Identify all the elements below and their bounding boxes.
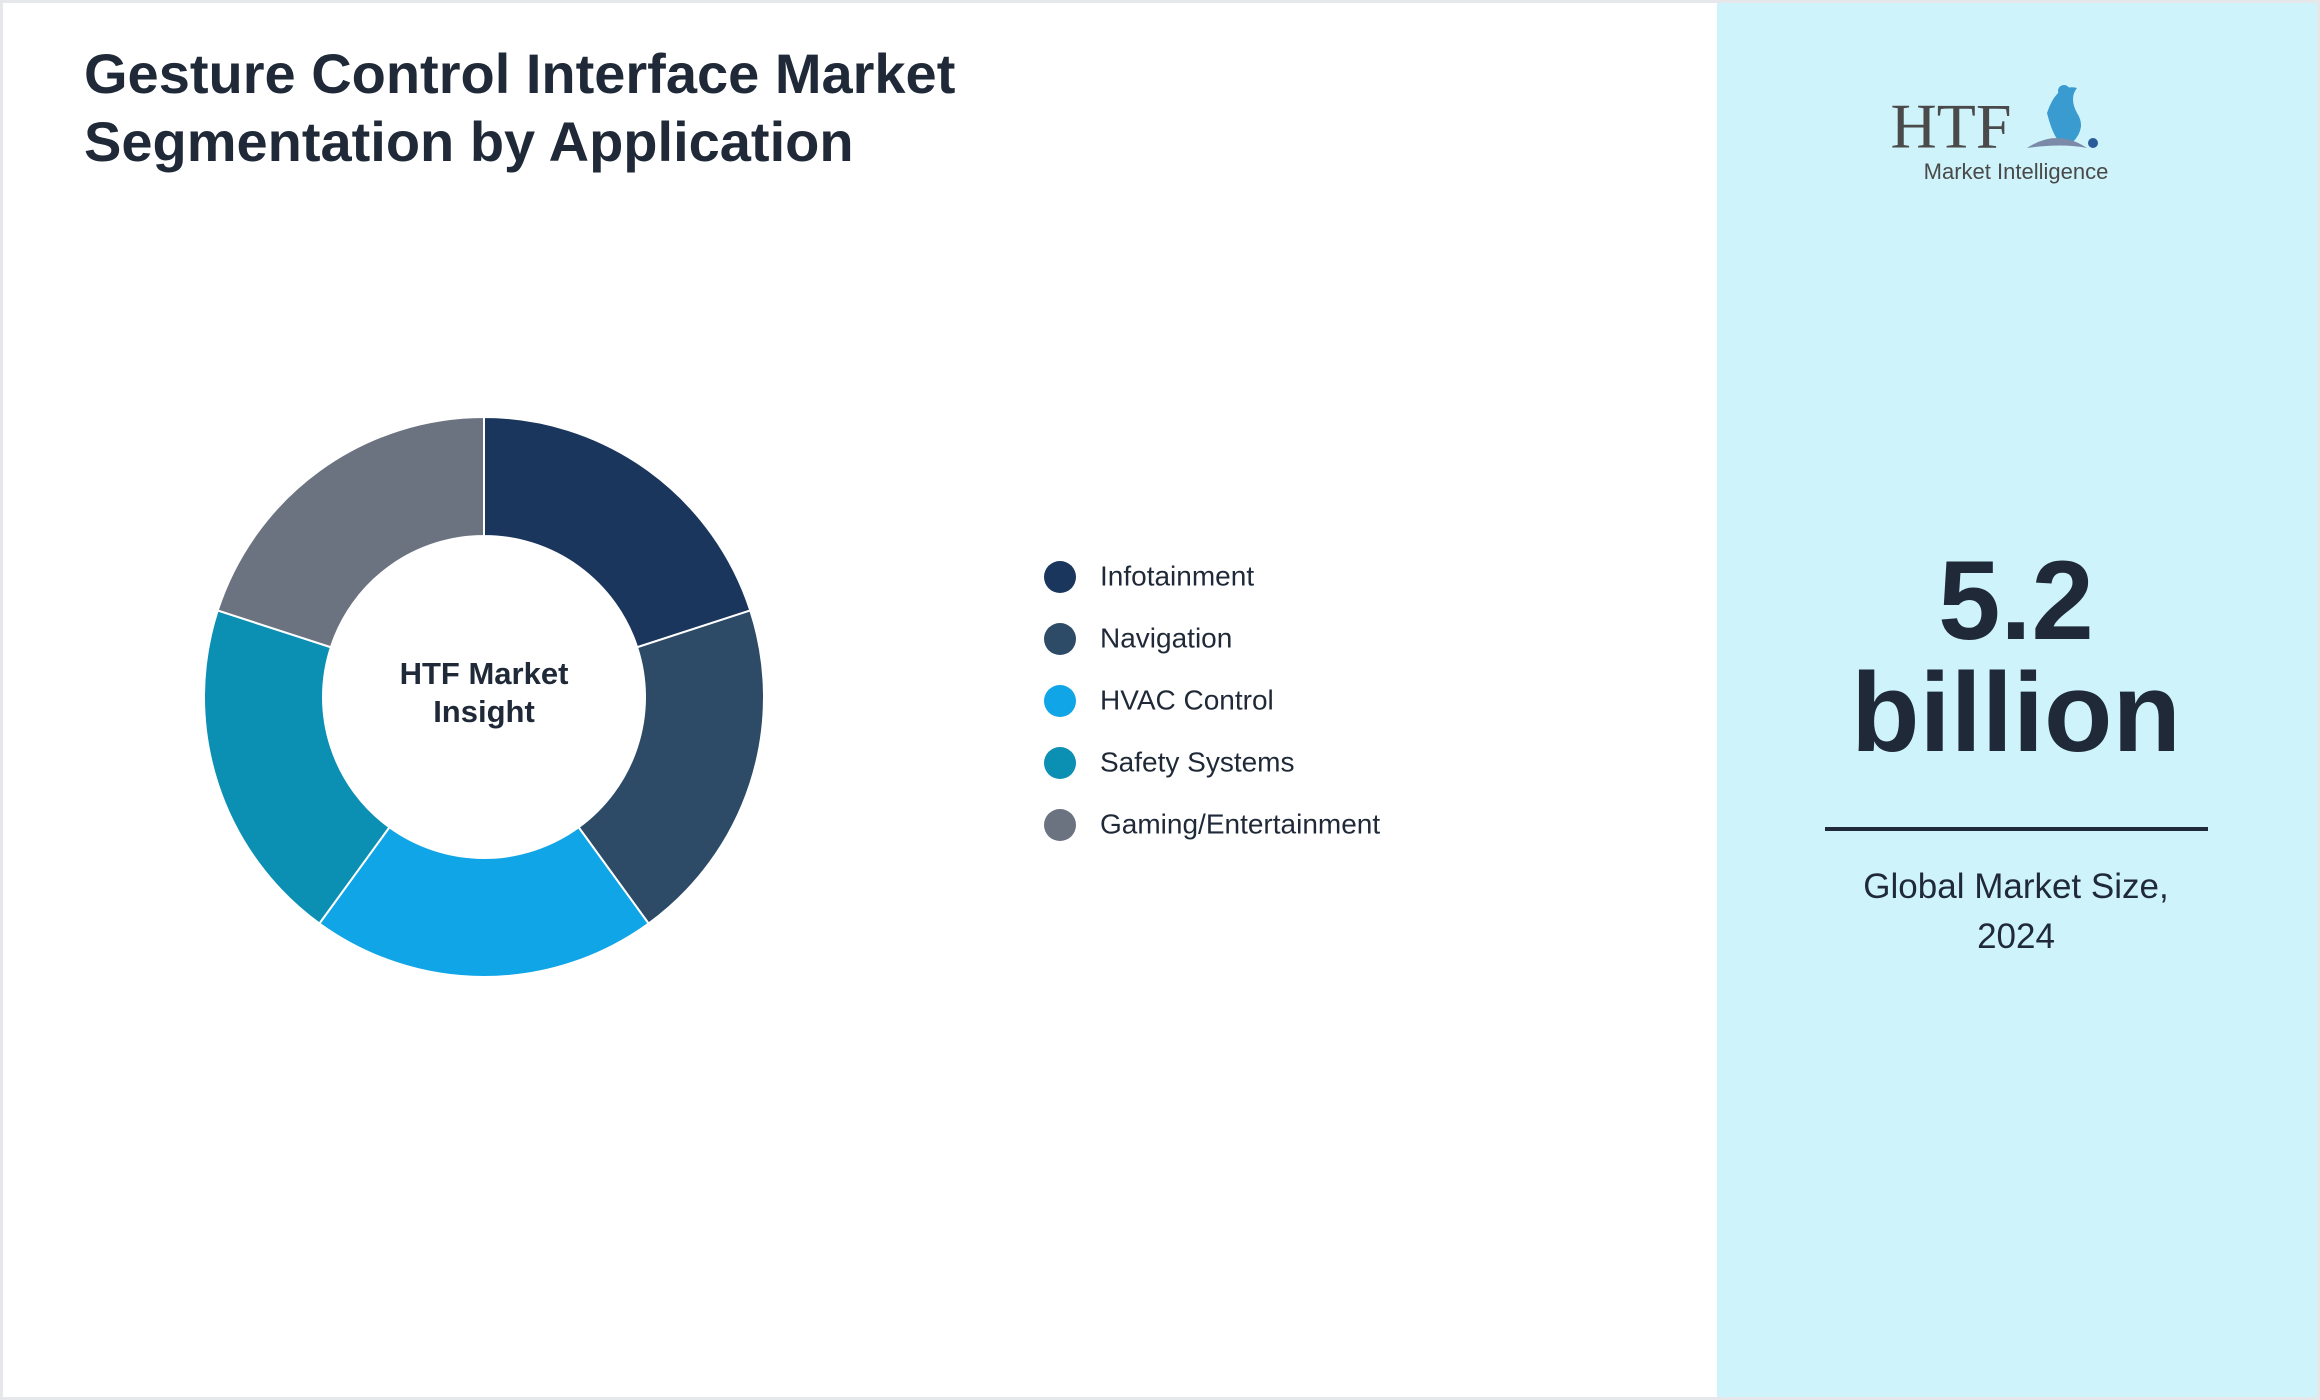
- logo-icon: [2047, 87, 2081, 145]
- legend-marker: [1044, 809, 1076, 841]
- logo-tagline: Market Intelligence: [1924, 159, 2109, 184]
- logo-icon: [2027, 138, 2087, 148]
- logo-icon: [2088, 138, 2098, 148]
- legend-label: Safety Systems: [1100, 746, 1295, 777]
- legend-label: Infotainment: [1100, 560, 1254, 591]
- legend-label: Navigation: [1100, 622, 1232, 653]
- market-size-caption: Global Market Size, 2024: [1863, 867, 2169, 956]
- donut-segment: [483, 415, 752, 649]
- legend-label: HVAC Control: [1100, 684, 1274, 715]
- chart: Infotainment Navigation HVAC Control Safety…: [203, 415, 1380, 979]
- donut-segment: [318, 825, 650, 979]
- legend-marker: [1044, 685, 1076, 717]
- logo: HTF Market Intelligence: [1891, 85, 2109, 184]
- donut-segment: [577, 609, 765, 925]
- logo-brand: HTF: [1891, 91, 2012, 162]
- donut-segment: [203, 609, 391, 925]
- legend-marker: [1044, 561, 1076, 593]
- legend-marker: [1044, 623, 1076, 655]
- legend-label: Gaming/Entertainment: [1100, 808, 1380, 839]
- chart-title: Gesture Control Interface Market Segment…: [84, 42, 956, 173]
- market-size: 5.2 billion: [1851, 538, 2181, 775]
- donut-segment: [216, 415, 485, 649]
- side-panel: HTF Market Intelligence: [1717, 3, 2317, 1397]
- donut-center-label: HTF Market Insight: [399, 656, 569, 729]
- logo-icon: [2058, 85, 2070, 97]
- divider: [1825, 827, 2208, 831]
- legend-marker: [1044, 747, 1076, 779]
